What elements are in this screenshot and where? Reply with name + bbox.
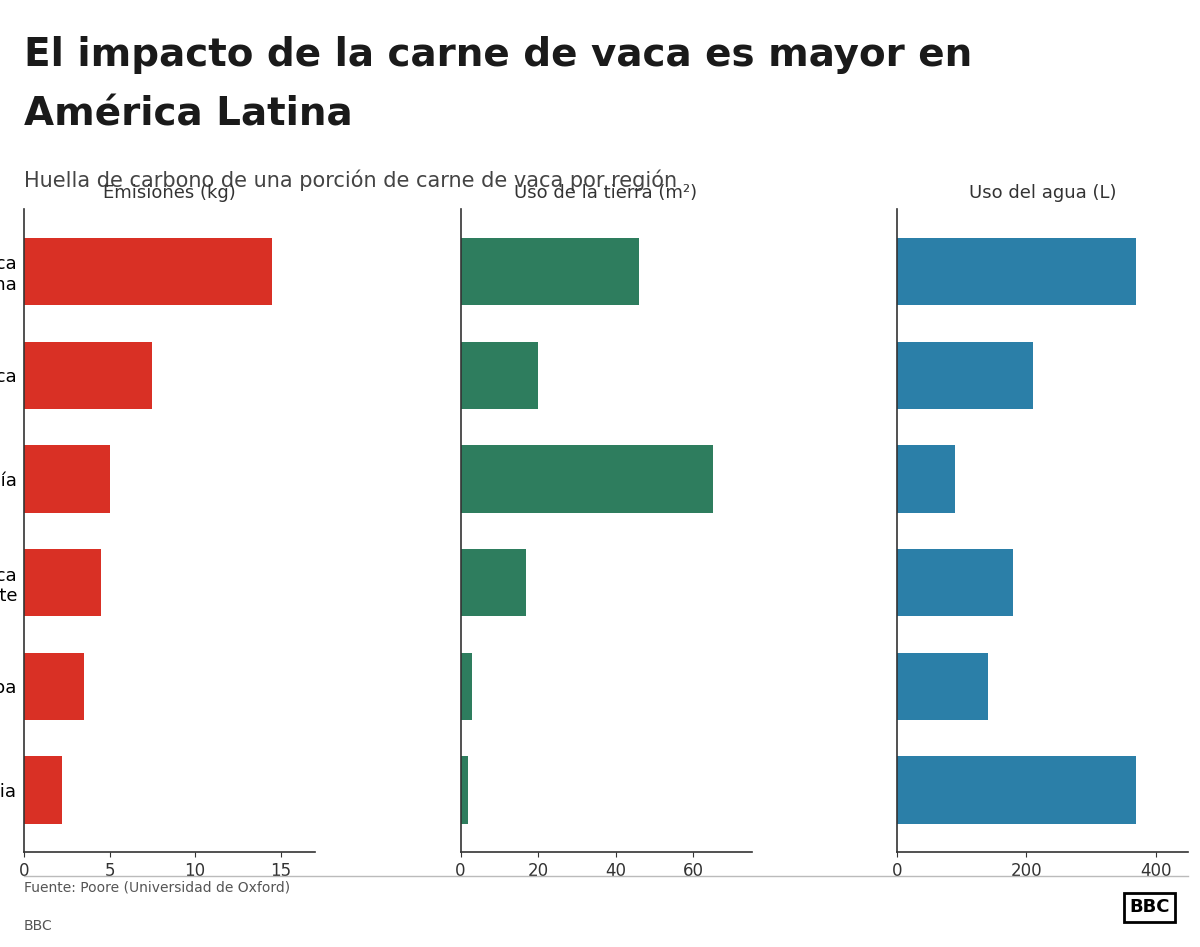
Bar	[24, 238, 272, 305]
Bar	[461, 757, 468, 824]
Text: BBC: BBC	[1129, 898, 1170, 917]
Title: Uso del agua (L): Uso del agua (L)	[968, 184, 1116, 202]
Bar	[24, 549, 101, 616]
Bar	[898, 445, 955, 512]
Bar	[461, 238, 638, 305]
Title: Emisiones (kg): Emisiones (kg)	[103, 184, 236, 202]
Bar	[461, 652, 472, 720]
Bar	[461, 342, 538, 409]
Text: América Latina: América Latina	[24, 96, 353, 134]
Text: El impacto de la carne de vaca es mayor en: El impacto de la carne de vaca es mayor …	[24, 36, 972, 75]
Bar	[24, 652, 84, 720]
Bar	[24, 342, 152, 409]
Title: Uso de la tierra (m²): Uso de la tierra (m²)	[515, 184, 697, 202]
Text: Fuente: Poore (Universidad de Oxford): Fuente: Poore (Universidad de Oxford)	[24, 881, 290, 895]
Bar	[24, 757, 61, 824]
Bar	[24, 445, 109, 512]
Text: BBC: BBC	[24, 919, 53, 933]
Bar	[898, 652, 988, 720]
Bar	[461, 445, 713, 512]
Bar	[898, 238, 1136, 305]
Text: Huella de carbono de una porción de carne de vaca por región: Huella de carbono de una porción de carn…	[24, 170, 677, 191]
Bar	[898, 342, 1033, 409]
Bar	[898, 757, 1136, 824]
Bar	[461, 549, 527, 616]
Bar	[898, 549, 1014, 616]
